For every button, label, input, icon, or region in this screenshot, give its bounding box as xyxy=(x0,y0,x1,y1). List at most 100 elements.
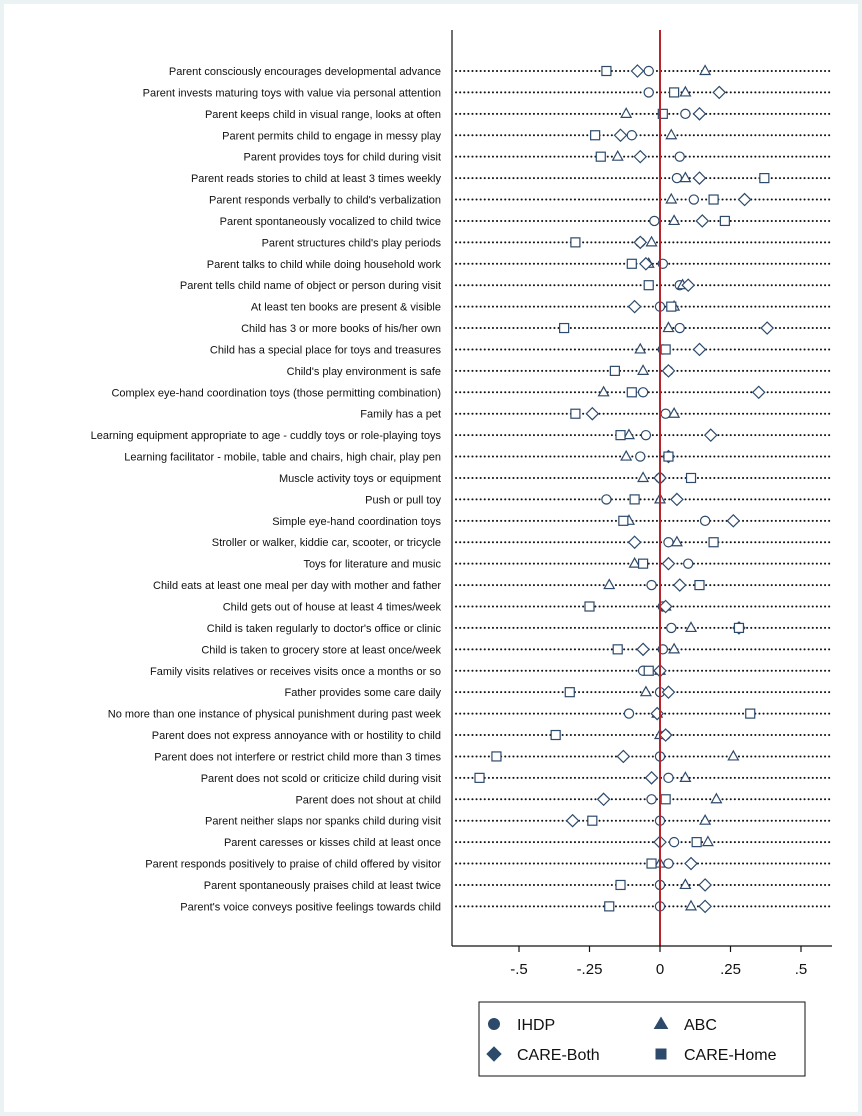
row-label: Parent caresses or kisses child at least… xyxy=(224,837,441,849)
row: Family visits relatives or receives visi… xyxy=(150,663,833,678)
point-abc xyxy=(679,878,692,890)
row-label: No more than one instance of physical pu… xyxy=(108,709,442,721)
row: Parent provides toys for child during vi… xyxy=(244,149,833,164)
point-care-both xyxy=(639,256,653,271)
point-abc xyxy=(699,64,712,76)
row: Child gets out of house at least 4 times… xyxy=(223,599,833,614)
point-care-both xyxy=(644,771,659,785)
row-label: Family visits relatives or receives visi… xyxy=(150,666,441,678)
point-care-both xyxy=(613,128,628,143)
row-label: Muscle activity toys or equipment xyxy=(279,473,441,485)
point-abc xyxy=(701,835,714,847)
row-label: Parent does not interfere or restrict ch… xyxy=(154,751,441,763)
row: Parent keeps child in visual range, look… xyxy=(205,106,833,121)
legend-diamond-icon xyxy=(486,1046,502,1062)
point-care-home xyxy=(570,237,581,248)
row-label: Parent responds positively to praise of … xyxy=(145,859,441,871)
point-care-home xyxy=(708,194,719,205)
row-label: Parent reads stories to child at least 3… xyxy=(191,173,442,185)
point-care-both xyxy=(670,492,684,507)
point-ihdp xyxy=(643,65,654,77)
row-label: Child gets out of house at least 4 times… xyxy=(223,602,442,614)
point-abc xyxy=(665,128,678,140)
point-care-both xyxy=(630,64,645,78)
point-care-home xyxy=(590,130,601,141)
row-label: Push or pull toy xyxy=(365,494,441,506)
point-ihdp xyxy=(601,494,612,505)
point-care-home xyxy=(663,451,674,462)
row: Parent does not interfere or restrict ch… xyxy=(154,749,833,764)
point-care-home xyxy=(657,108,668,119)
point-care-both xyxy=(633,235,648,250)
point-care-both xyxy=(737,192,752,207)
point-care-both xyxy=(672,578,687,592)
point-care-home xyxy=(629,494,640,505)
row-label: Parent's voice conveys positive feelings… xyxy=(180,901,441,913)
point-care-home xyxy=(660,344,671,355)
point-care-home xyxy=(587,815,598,826)
point-abc xyxy=(620,107,633,118)
point-ihdp xyxy=(646,579,657,591)
row: Child has 3 or more books of his/her own xyxy=(241,321,833,335)
point-ihdp xyxy=(649,215,660,227)
row: Parent invests maturing toys with value … xyxy=(143,85,833,100)
row-label: Parent invests maturing toys with value … xyxy=(143,87,441,99)
legend-label-care-both: CARE-Both xyxy=(517,1047,600,1064)
point-care-home xyxy=(691,837,702,848)
row: Learning facilitator - mobile, table and… xyxy=(124,449,833,464)
row: Parent does not express annoyance with o… xyxy=(152,728,833,742)
point-ihdp xyxy=(663,772,674,784)
row: Father provides some care daily xyxy=(284,685,833,699)
point-abc xyxy=(637,364,650,375)
row-label: Parent spontaneously praises child at le… xyxy=(204,880,441,892)
point-ihdp xyxy=(666,622,677,634)
point-ihdp xyxy=(646,794,657,805)
row: Child eats at least one meal per day wit… xyxy=(153,578,833,592)
point-care-home xyxy=(604,901,615,912)
point-care-home xyxy=(595,151,606,162)
point-ihdp xyxy=(643,87,654,98)
point-care-home xyxy=(615,879,626,891)
point-care-both xyxy=(692,171,707,185)
point-care-home xyxy=(564,687,575,698)
point-abc xyxy=(662,321,675,333)
point-care-both xyxy=(565,813,580,828)
point-care-both xyxy=(627,299,642,314)
point-care-both xyxy=(585,406,600,421)
row: Complex eye-hand coordination toys (thos… xyxy=(111,385,833,400)
row-label: Parent spontaneously vocalized to child … xyxy=(220,216,441,228)
point-care-home xyxy=(626,387,637,398)
point-ihdp xyxy=(671,172,683,184)
row: Parent reads stories to child at least 3… xyxy=(191,171,833,185)
point-care-home xyxy=(694,579,705,591)
point-care-both xyxy=(658,728,673,742)
point-care-home xyxy=(618,515,629,526)
point-ihdp xyxy=(637,387,649,398)
point-care-both xyxy=(698,878,712,892)
point-ihdp xyxy=(663,858,674,869)
point-ihdp xyxy=(660,408,671,419)
x-tick-label: -.5 xyxy=(510,961,528,978)
legend-circle-icon xyxy=(488,1018,500,1030)
point-care-home xyxy=(708,537,719,548)
row-label: Child's play environment is safe xyxy=(287,366,441,378)
dot-plot-chart: Parent consciously encourages developmen… xyxy=(91,30,833,1077)
row-label: Parent responds verbally to child's verb… xyxy=(209,195,441,207)
point-abc xyxy=(622,428,635,440)
row-label: Parent does not shout at child xyxy=(295,794,441,806)
point-care-both xyxy=(616,749,631,764)
point-abc xyxy=(699,813,712,825)
row-label: Family has a pet xyxy=(360,409,441,421)
legend-box xyxy=(478,1001,806,1077)
row: Parent neither slaps nor spanks child du… xyxy=(205,813,833,828)
point-ihdp xyxy=(623,708,635,719)
row-label: Child eats at least one meal per day wit… xyxy=(153,580,441,592)
row: Child's play environment is safe xyxy=(287,364,833,378)
point-care-both xyxy=(751,385,766,400)
point-abc xyxy=(679,771,692,782)
point-ihdp xyxy=(668,836,680,848)
point-abc xyxy=(597,385,610,397)
row: Muscle activity toys or equipment xyxy=(279,471,833,485)
point-care-both xyxy=(712,85,727,100)
row: Family has a pet xyxy=(360,406,833,421)
